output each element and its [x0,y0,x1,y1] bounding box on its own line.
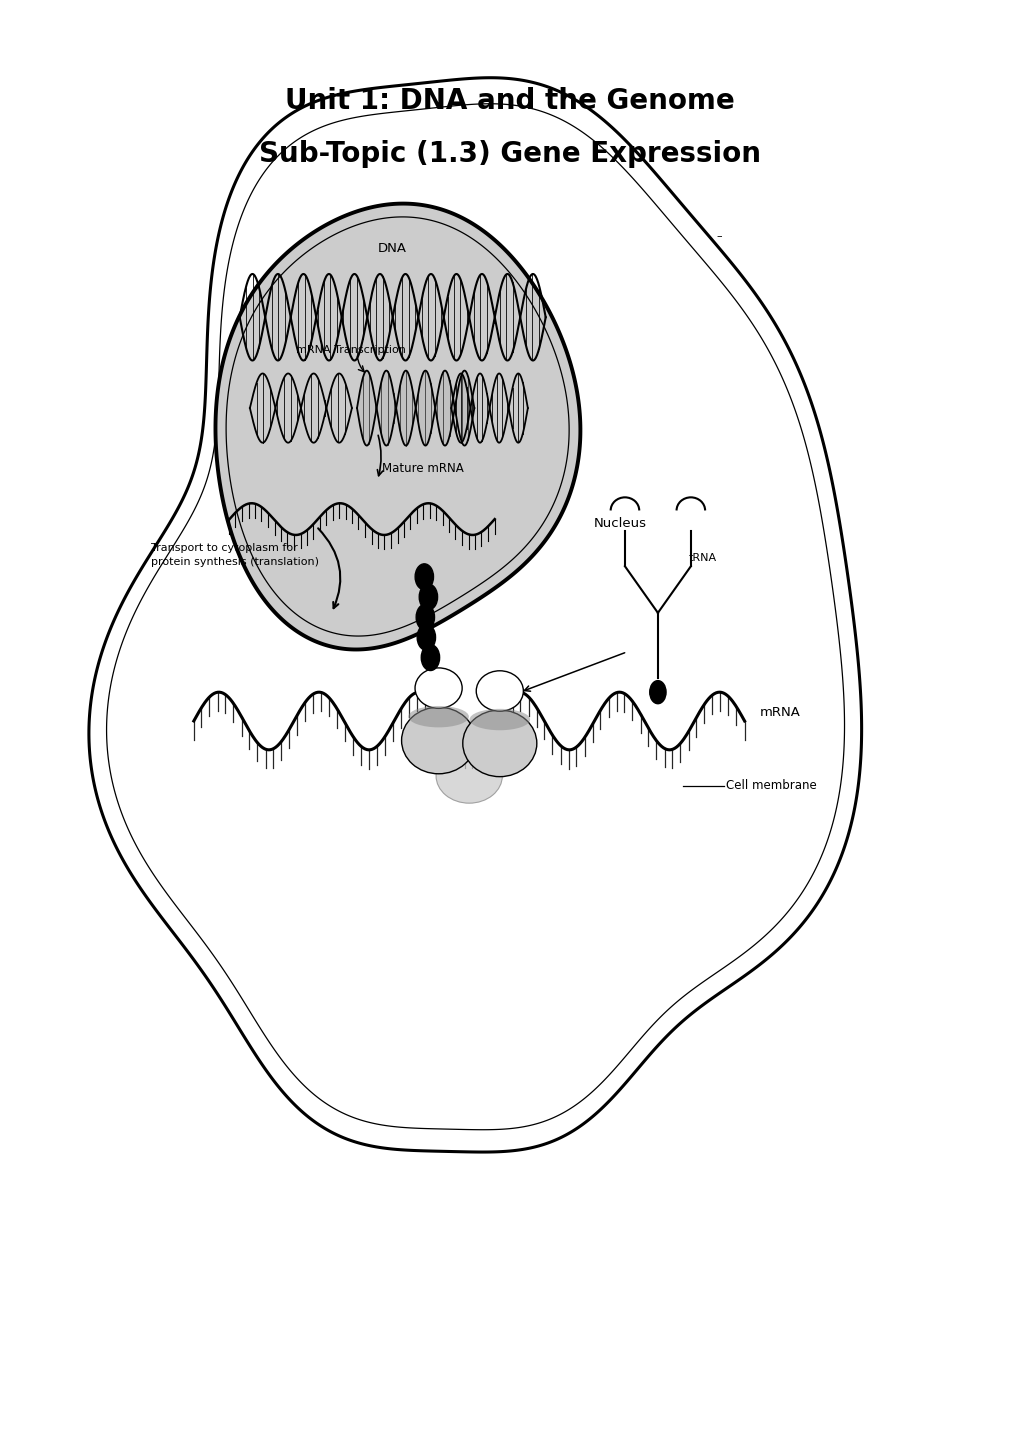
Text: mRNA: mRNA [759,705,800,720]
Circle shape [415,564,433,590]
Ellipse shape [469,709,530,730]
Text: Sub-Topic (1.3) Gene Expression: Sub-Topic (1.3) Gene Expression [259,140,760,169]
Ellipse shape [436,748,502,803]
Text: Mature mRNA: Mature mRNA [382,461,464,476]
Ellipse shape [463,709,536,777]
Text: DNA: DNA [378,242,407,255]
Text: mRNA Transcription: mRNA Transcription [296,346,406,355]
Polygon shape [215,203,580,649]
Circle shape [421,645,439,671]
Text: –: – [715,232,721,241]
Circle shape [417,624,435,650]
Text: Cell membrane: Cell membrane [726,779,816,793]
Circle shape [419,584,437,610]
Polygon shape [89,78,861,1152]
Text: Unit 1: DNA and the Genome: Unit 1: DNA and the Genome [285,87,734,115]
Text: Transport to cytoplasm for
protein synthesis (translation): Transport to cytoplasm for protein synth… [151,544,319,567]
Ellipse shape [401,707,475,774]
Text: tRNA: tRNA [688,554,716,562]
Ellipse shape [476,671,523,711]
Ellipse shape [415,668,462,708]
Ellipse shape [408,707,469,727]
Circle shape [649,681,665,704]
Text: Nucleus: Nucleus [593,516,646,531]
Circle shape [416,604,434,630]
